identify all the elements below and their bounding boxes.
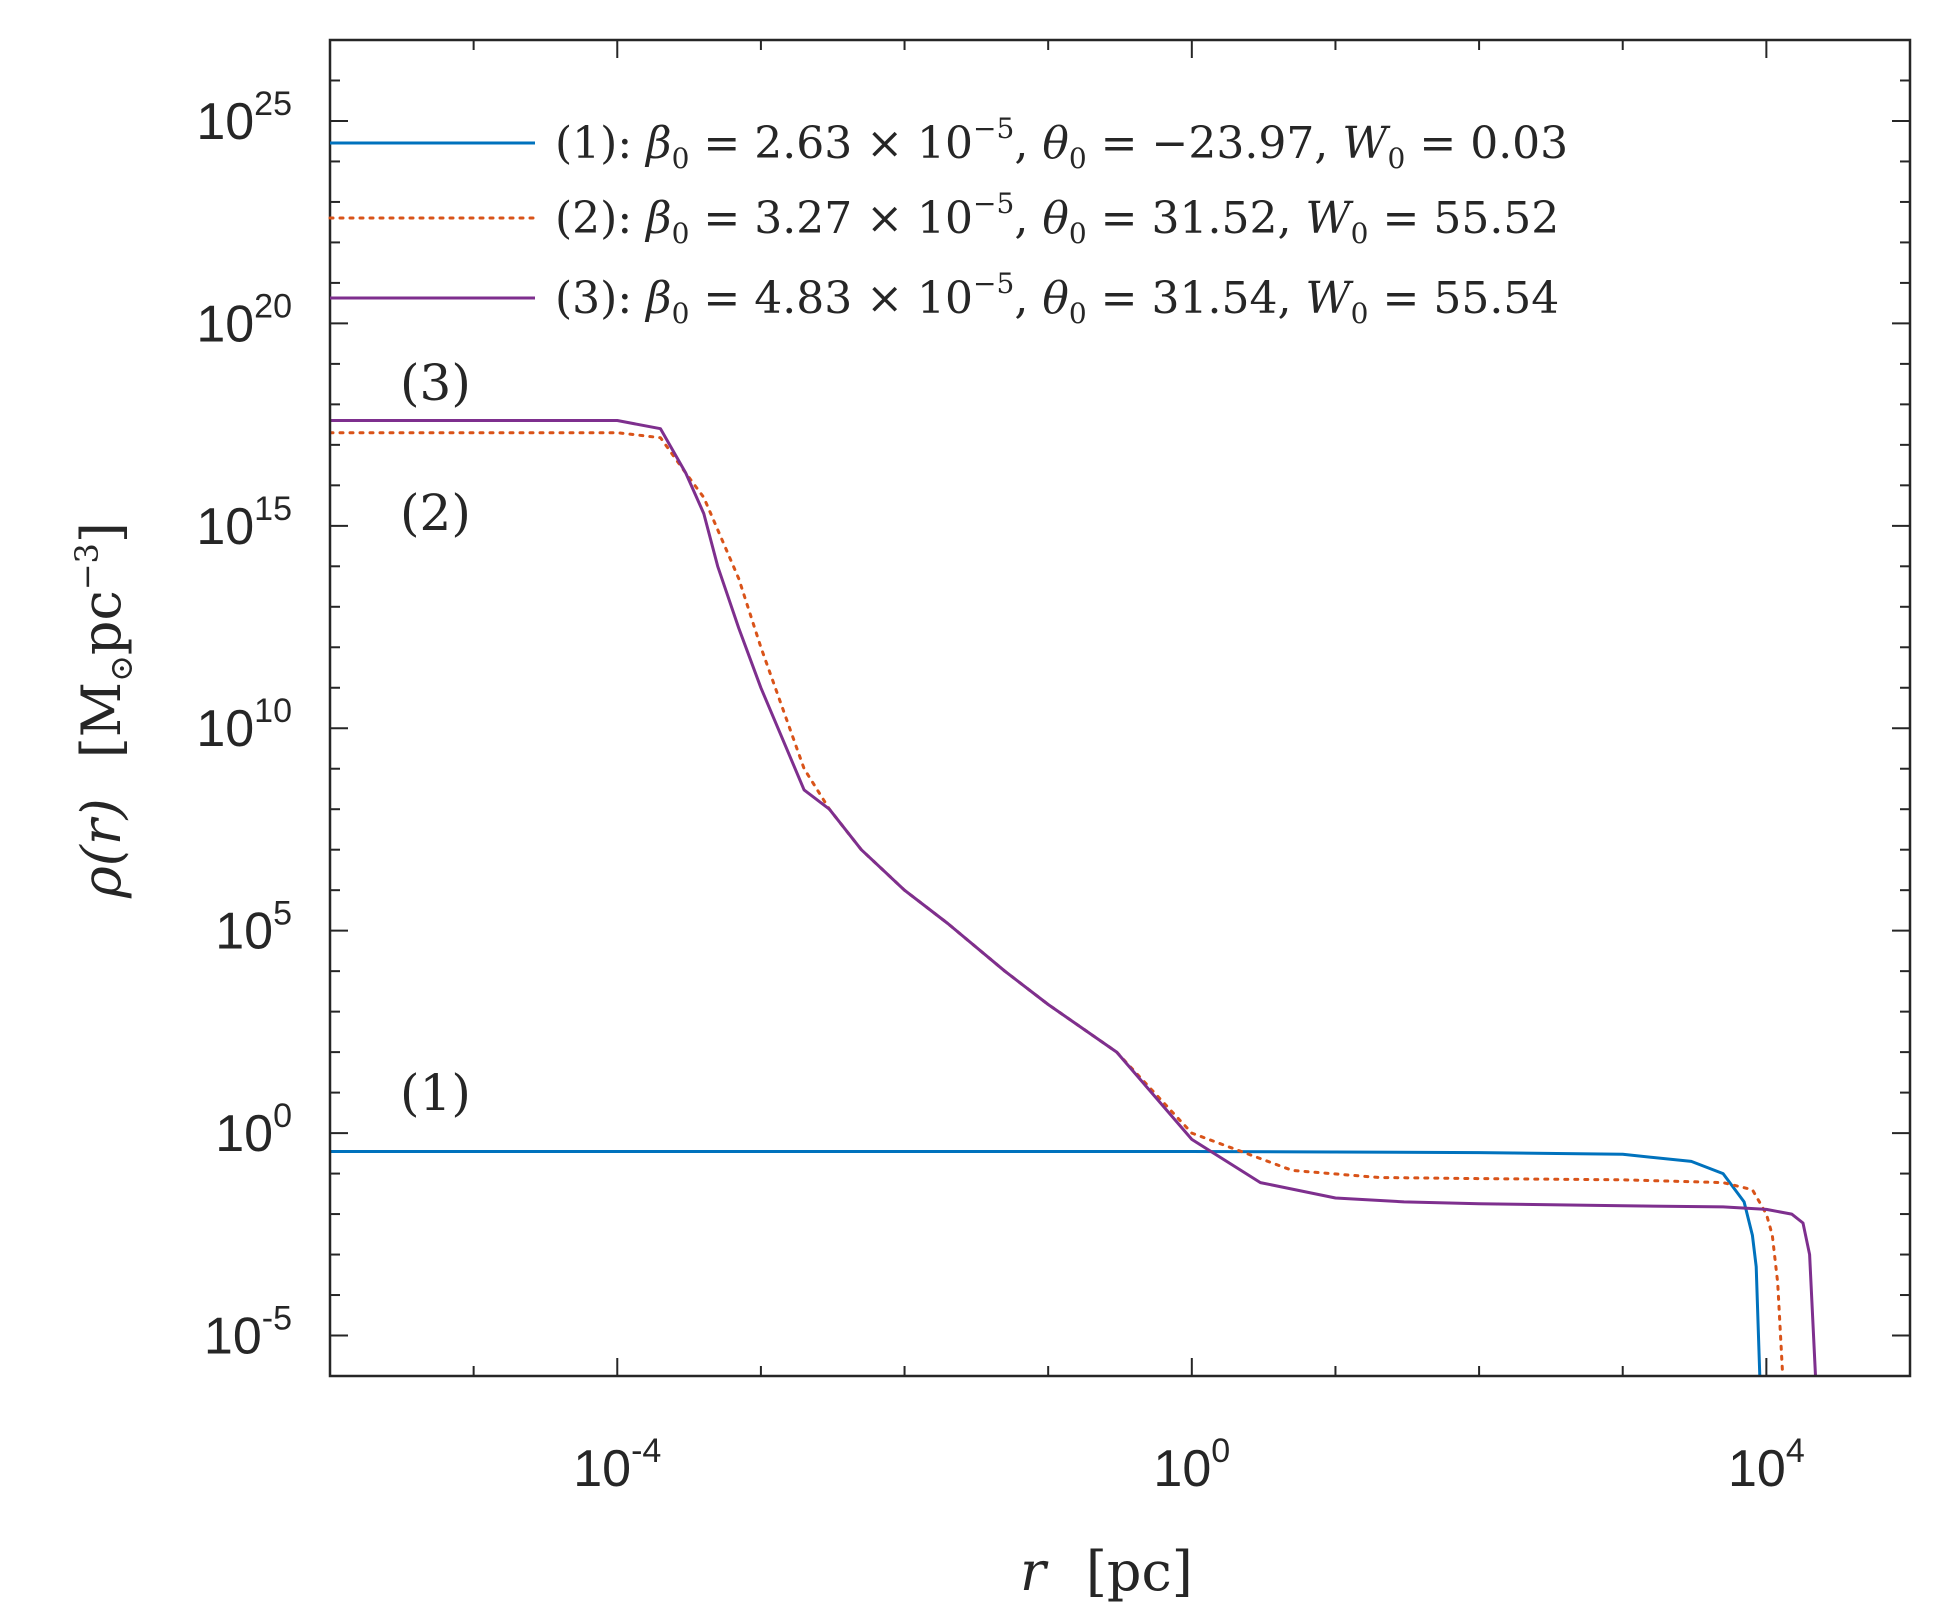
y-axis-label: ρ(r)[M⊙pc−3] [68, 522, 140, 899]
y-tick-label: 1015 [196, 490, 292, 556]
y-tick-label: 100 [215, 1097, 292, 1163]
curve-tags: (1) (2) (3) [400, 354, 471, 1122]
curve-tag-1: (1) [400, 1064, 471, 1122]
legend-entry-3: (3): β0 = 4.83 × 10−5, θ0 = 31.54, W0 = … [555, 267, 1559, 330]
legend-entry-2: (2): β0 = 3.27 × 10−5, θ0 = 31.52, W0 = … [555, 187, 1559, 250]
y-tick-label: 1020 [196, 287, 292, 353]
y-tick-label: 105 [215, 895, 292, 961]
ticks-layer: 10-4 100 104 10-5 100 105 1010 1015 1020 1025 [196, 39, 1911, 1498]
y-tick-label: 1010 [196, 692, 292, 758]
curve-tag-3: (3) [400, 354, 471, 412]
plot-frame [328, 38, 1912, 1378]
x-tick-label: 100 [1153, 1432, 1230, 1498]
series-1-line [330, 1150, 1762, 1376]
x-axis-label: r [pc] [1020, 1540, 1193, 1603]
legend-entry-1: (1): β0 = 2.63 × 10−5, θ0 = −23.97, W0 =… [555, 112, 1568, 175]
curves-layer [330, 419, 1817, 1376]
x-tick-label: 10-4 [573, 1432, 661, 1498]
legend: (1): β0 = 2.63 × 10−5, θ0 = −23.97, W0 =… [328, 112, 1568, 330]
curve-tag-2: (2) [400, 484, 471, 542]
series-3-line [330, 419, 1817, 1376]
y-tick-label: 10-5 [204, 1300, 292, 1366]
series-2-line [330, 431, 1785, 1376]
axis-labels: r [pc] ρ(r)[M⊙pc−3] [68, 522, 1193, 1603]
x-tick-label: 104 [1728, 1432, 1805, 1498]
y-tick-label: 1025 [196, 85, 292, 151]
